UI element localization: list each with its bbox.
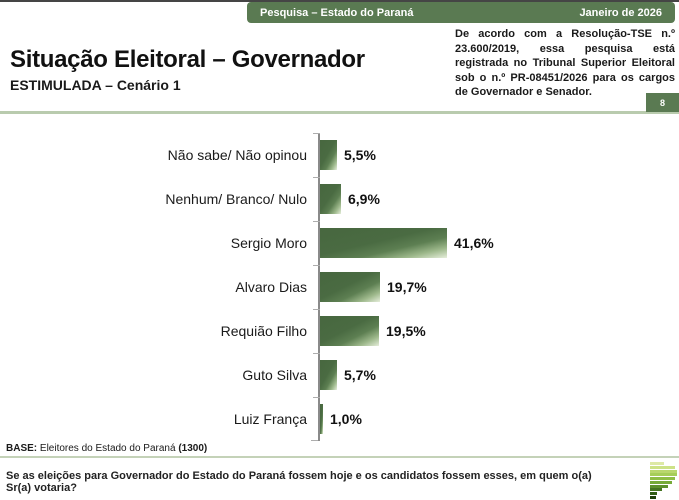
- tse-registration-note: De acordo com a Resolução-TSE n.º 23.600…: [455, 28, 675, 99]
- top-border-line: [0, 0, 679, 2]
- bar-area: 5,7%: [313, 353, 679, 397]
- base-count: (1300): [178, 443, 208, 454]
- category-label: Sergio Moro: [230, 235, 307, 251]
- page-subtitle: ESTIMULADA – Cenário 1: [10, 77, 181, 93]
- category-label: Luiz França: [233, 411, 307, 427]
- bar: [320, 184, 341, 214]
- chart-row: Sergio Moro 41,6%: [0, 221, 679, 265]
- base-label: BASE:: [6, 443, 38, 454]
- value-label: 5,7%: [344, 367, 376, 383]
- survey-question: Se as eleições para Governador do Estado…: [6, 470, 592, 494]
- chart-row: Não sabe/ Não opinou 5,5%: [0, 133, 679, 177]
- bar-area: 19,7%: [313, 265, 679, 309]
- header-bar: Pesquisa – Estado do Paraná Janeiro de 2…: [247, 2, 675, 23]
- value-label: 19,5%: [386, 323, 426, 339]
- value-label: 1,0%: [330, 411, 362, 427]
- bar-area: 41,6%: [313, 221, 679, 265]
- category-label: Guto Silva: [242, 367, 307, 383]
- chart-rows: Não sabe/ Não opinou 5,5% Nenhum/ Branco/ …: [0, 133, 679, 441]
- bar: [320, 272, 380, 302]
- bar-area: 19,5%: [313, 309, 679, 353]
- header-right-text: Janeiro de 2026: [579, 6, 662, 19]
- chart-row: Guto Silva 5,7%: [0, 353, 679, 397]
- bar: [320, 228, 447, 258]
- footer-divider: [0, 456, 679, 458]
- header-left-text: Pesquisa – Estado do Paraná: [260, 6, 414, 19]
- brand-logo: [650, 462, 677, 499]
- chart-row: Luiz França 1,0%: [0, 397, 679, 441]
- bar-area: 1,0%: [313, 397, 679, 441]
- bar-area: 5,5%: [313, 133, 679, 177]
- page-title: Situação Eleitoral – Governador: [10, 46, 365, 73]
- bar: [320, 316, 379, 346]
- bar: [320, 404, 323, 434]
- bar-area: 6,9%: [313, 177, 679, 221]
- category-label: Alvaro Dias: [235, 279, 307, 295]
- bar: [320, 140, 337, 170]
- chart-row: Alvaro Dias 19,7%: [0, 265, 679, 309]
- category-label: Não sabe/ Não opinou: [167, 147, 307, 163]
- value-label: 41,6%: [454, 235, 494, 251]
- category-label: Nenhum/ Branco/ Nulo: [165, 191, 307, 207]
- page-number-badge: 8: [646, 93, 679, 112]
- bar-chart: Não sabe/ Não opinou 5,5% Nenhum/ Branco/ …: [0, 133, 679, 441]
- base-note: BASE: Eleitores do Estado do Paraná (130…: [6, 443, 207, 454]
- value-label: 6,9%: [348, 191, 380, 207]
- section-divider: [0, 111, 679, 114]
- value-label: 19,7%: [387, 279, 427, 295]
- bar: [320, 360, 337, 390]
- title-block: Situação Eleitoral – Governador ESTIMULA…: [10, 46, 440, 93]
- chart-row: Nenhum/ Branco/ Nulo 6,9%: [0, 177, 679, 221]
- value-label: 5,5%: [344, 147, 376, 163]
- category-label: Requião Filho: [220, 323, 307, 339]
- chart-row: Requião Filho 19,5%: [0, 309, 679, 353]
- base-text: Eleitores do Estado do Paraná: [37, 443, 179, 454]
